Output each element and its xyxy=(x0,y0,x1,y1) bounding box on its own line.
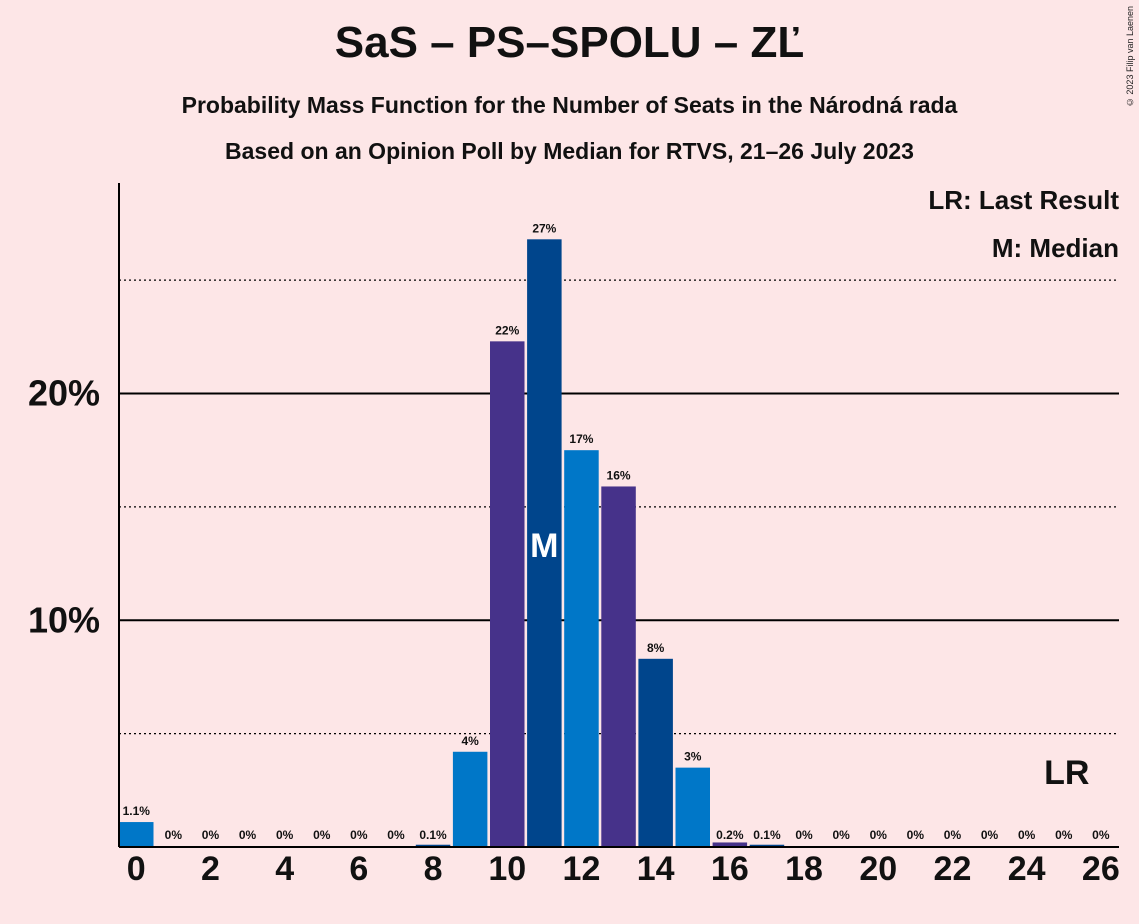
x-tick-label: 20 xyxy=(859,850,897,888)
bar-value-label: 27% xyxy=(532,221,556,235)
x-tick-label: 22 xyxy=(934,850,972,888)
bar-value-label: 3% xyxy=(684,750,702,764)
x-tick-label: 6 xyxy=(349,850,368,888)
bar-value-label: 0% xyxy=(313,828,331,842)
bar-value-label: 0% xyxy=(239,828,257,842)
x-tick-label: 14 xyxy=(637,850,675,888)
x-tick-label: 8 xyxy=(424,850,443,888)
x-tick-label: 10 xyxy=(488,850,526,888)
chart-subtitle-2: Based on an Opinion Poll by Median for R… xyxy=(225,138,914,164)
bar-value-label: 17% xyxy=(569,432,593,446)
bar xyxy=(675,767,710,847)
bar xyxy=(601,486,636,847)
chart-title: SaS – PS–SPOLU – ZĽ xyxy=(334,18,805,67)
bar xyxy=(527,239,562,847)
x-tick-label: 24 xyxy=(1008,850,1046,888)
bar-value-label: 0% xyxy=(832,828,850,842)
bar-value-label: 1.1% xyxy=(123,804,151,818)
bar xyxy=(749,844,785,847)
bar xyxy=(490,341,525,847)
bar xyxy=(564,450,599,847)
label-layer: 1.1% 0% 0% 0% 0% 0% 0% 0% 0.1% 4% 22% 27% 17% 16% 8% 3%… xyxy=(123,221,1110,842)
bar-value-label: 22% xyxy=(495,323,519,337)
bar xyxy=(638,658,673,847)
bar-value-label: 16% xyxy=(607,468,631,482)
y-tick-label: 20% xyxy=(28,373,100,414)
chart-subtitle-1: Probability Mass Function for the Number… xyxy=(181,92,958,118)
bar-value-label: 0% xyxy=(276,828,294,842)
legend-last-result: LR: Last Result xyxy=(928,185,1119,215)
bar-value-label: 0.1% xyxy=(419,828,447,842)
bar xyxy=(415,844,451,847)
axis-layer: 10%20%0 2 4 6 8 10 12 14 16 18 20 22 24 26 xyxy=(28,183,1120,888)
x-tick-label: 18 xyxy=(785,850,823,888)
bar-value-label: 0% xyxy=(387,828,405,842)
bar-value-label: 0.1% xyxy=(753,828,781,842)
x-tick-label: 0 xyxy=(127,850,146,888)
median-marker: M xyxy=(530,527,558,565)
bar-value-label: 0.2% xyxy=(716,828,744,842)
bar-value-label: 4% xyxy=(461,734,479,748)
bar xyxy=(712,842,748,847)
bar-value-label: 0% xyxy=(907,828,925,842)
bar-value-label: 0% xyxy=(202,828,220,842)
bar-value-label: 0% xyxy=(944,828,962,842)
bar-layer xyxy=(119,239,785,847)
bar xyxy=(452,751,488,847)
x-tick-label: 2 xyxy=(201,850,220,888)
bar-value-label: 0% xyxy=(870,828,888,842)
bar-value-label: 0% xyxy=(1018,828,1036,842)
x-tick-label: 26 xyxy=(1082,850,1120,888)
bar-value-label: 0% xyxy=(795,828,813,842)
bar-value-label: 0% xyxy=(981,828,999,842)
bar-value-label: 0% xyxy=(350,828,368,842)
last-result-marker: LR xyxy=(1044,754,1089,792)
x-tick-label: 12 xyxy=(563,850,601,888)
x-tick-label: 16 xyxy=(711,850,749,888)
bar-value-label: 0% xyxy=(1092,828,1110,842)
bar xyxy=(119,822,154,847)
x-tick-label: 4 xyxy=(275,850,294,888)
legend-median: M: Median xyxy=(991,233,1119,263)
bar-value-label: 8% xyxy=(647,641,665,655)
bar-value-label: 0% xyxy=(165,828,183,842)
bar-value-label: 0% xyxy=(1055,828,1073,842)
y-tick-label: 10% xyxy=(28,599,100,640)
